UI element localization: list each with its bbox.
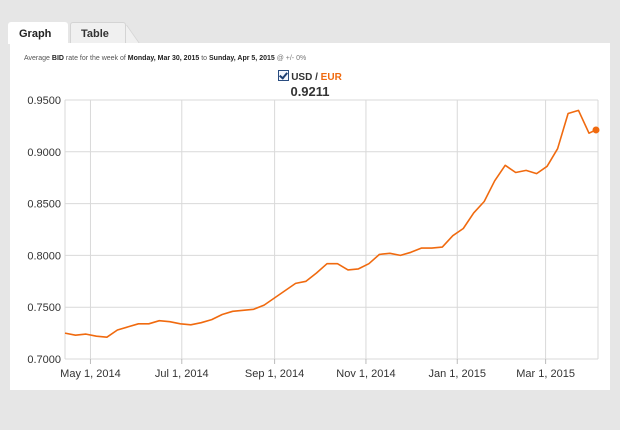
caption-end-date: Sunday, Apr 5, 2015 bbox=[209, 55, 275, 62]
x-tick-label: Sep 1, 2014 bbox=[245, 368, 304, 380]
x-axis: May 1, 2014 Jul 1, 2014 Sep 1, 2014 Nov 1, … bbox=[60, 368, 575, 380]
caption-rate-type: BID bbox=[51, 55, 64, 62]
y-tick-label: 0.9000 bbox=[27, 147, 61, 159]
x-tick-label: Jan 1, 2015 bbox=[429, 368, 487, 380]
caption-start-date: Monday, Mar 30, 2015 bbox=[127, 55, 200, 62]
tab-table[interactable]: Table bbox=[70, 22, 126, 44]
legend-quote-currency: EUR bbox=[320, 72, 342, 83]
series-legend: USD / EUR bbox=[10, 70, 610, 83]
series-checkbox[interactable] bbox=[278, 70, 290, 81]
tab-graph[interactable]: Graph bbox=[8, 22, 68, 44]
series-layer bbox=[64, 109, 600, 339]
caption-to: to bbox=[201, 55, 208, 62]
legend-base-currency: USD bbox=[291, 72, 313, 83]
series-line-usd-eur bbox=[64, 109, 597, 339]
chart-grid bbox=[64, 99, 599, 364]
y-tick-label: 0.9500 bbox=[27, 95, 61, 107]
y-axis: 0.7000 0.7500 0.8000 0.8500 0.9000 0.9500 bbox=[27, 95, 61, 366]
series-end-point[interactable] bbox=[592, 126, 600, 134]
rate-caption: Average BID rate for the week of Monday,… bbox=[24, 55, 306, 62]
x-tick-label: Jul 1, 2014 bbox=[155, 368, 209, 380]
x-tick-label: Mar 1, 2015 bbox=[516, 368, 575, 380]
y-tick-label: 0.7500 bbox=[27, 302, 61, 314]
x-tick-label: May 1, 2014 bbox=[60, 368, 121, 380]
x-tick-label: Nov 1, 2014 bbox=[336, 368, 395, 380]
current-rate-value: 0.9211 bbox=[290, 84, 330, 99]
y-tick-label: 0.8000 bbox=[27, 250, 61, 262]
caption-accuracy: @ +/- 0% bbox=[276, 55, 307, 62]
y-tick-label: 0.7000 bbox=[27, 354, 61, 366]
legend-separator: / bbox=[315, 72, 318, 83]
line-chart: 0.7000 0.7500 0.8000 0.8500 0.9000 0.9500 May… bbox=[27, 95, 600, 380]
chart-panel: Average BID rate for the week of Monday,… bbox=[10, 43, 610, 390]
caption-prefix: Average bbox=[24, 55, 50, 62]
caption-middle: rate for the week of bbox=[65, 55, 126, 62]
y-tick-label: 0.8500 bbox=[27, 199, 61, 211]
